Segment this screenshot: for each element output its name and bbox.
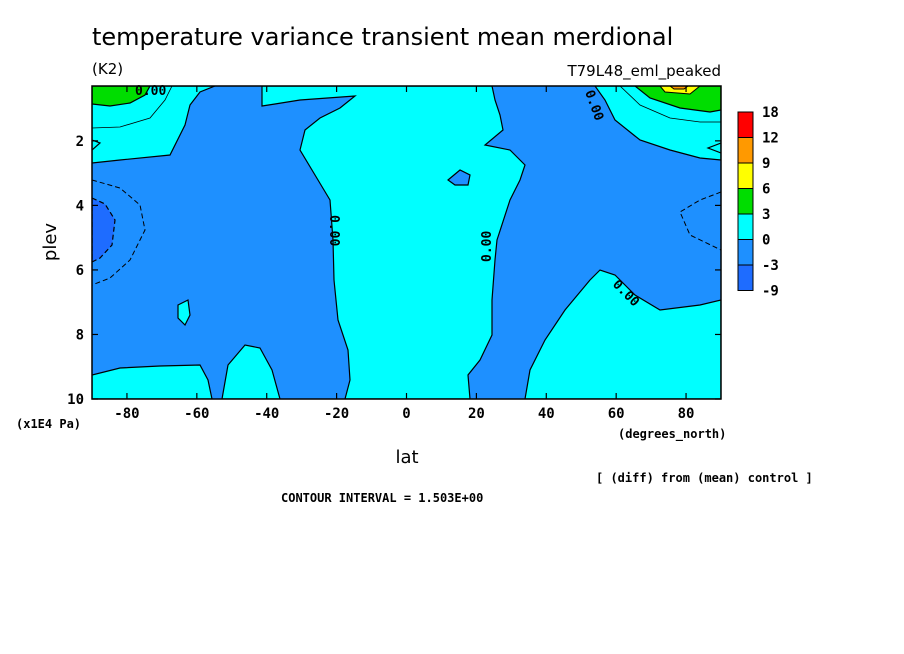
x-tick-label: 40	[538, 406, 555, 422]
contour-right-notch	[706, 142, 721, 154]
units-label: (K2)	[92, 60, 123, 78]
region-cyan-left-bottom	[92, 364, 213, 399]
contour-label: 0.00	[135, 84, 166, 99]
colorbar-label: 6	[762, 182, 770, 198]
region-cyan-central	[261, 86, 526, 399]
island-blue-small	[447, 169, 471, 186]
contour-thin-left	[92, 86, 173, 129]
chart-title: temperature variance transient mean merd…	[92, 23, 673, 51]
y-tick-label: 4	[76, 198, 84, 214]
colorbar-swatch	[737, 111, 754, 138]
colorbar-label: -9	[762, 284, 779, 300]
colorbar-label: 0	[762, 233, 770, 249]
diff-note: [ (diff) from (mean) control ]	[596, 471, 813, 485]
y-tick-label: 2	[76, 134, 84, 150]
x-tick-label: -40	[254, 406, 279, 422]
y-axis-units: (x1E4 Pa)	[16, 417, 81, 431]
colorbar-label: 9	[762, 156, 770, 172]
contour-label: 0.00	[326, 215, 341, 246]
plot-area	[91, 85, 722, 400]
colorbar-swatch	[737, 239, 754, 266]
y-tick-label: 10	[67, 392, 84, 408]
y-axis-label: plev	[40, 223, 61, 262]
region-strong-negative-left	[92, 197, 116, 263]
region-green-right	[634, 86, 721, 113]
region-green-left	[92, 86, 151, 107]
colorbar-label: 3	[762, 207, 770, 223]
colorbar: 18 12 9 6 3 0 -3 -9	[737, 105, 779, 300]
x-axis-units: (degrees_north)	[618, 427, 726, 442]
contour-dashed-right	[679, 191, 721, 251]
contour-interval: CONTOUR INTERVAL = 1.503E+00	[281, 491, 483, 505]
x-axis-label: lat	[395, 447, 418, 468]
contour-dashed-left	[92, 179, 146, 286]
region-cyan-right-lower	[524, 269, 721, 399]
x-tick-label: -80	[114, 406, 139, 422]
colorbar-swatch	[737, 264, 754, 291]
island-cyan-small	[177, 299, 191, 327]
colorbar-swatch	[737, 188, 754, 215]
region-cyan-left-top	[92, 86, 216, 164]
x-tick-label: -20	[324, 406, 349, 422]
colorbar-label: 12	[762, 131, 779, 147]
y-tick-label: 8	[76, 327, 84, 343]
region-cyan-midleft-bottom	[221, 344, 281, 399]
colorbar-swatch	[737, 137, 754, 164]
colorbar-swatch	[737, 213, 754, 240]
y-axis: 2 4 6 8 10	[67, 134, 721, 408]
x-tick-label: -60	[184, 406, 209, 422]
x-axis: -80 -60 -40 -20 0 20 40 60 80	[114, 86, 694, 422]
colorbar-label: 18	[762, 105, 779, 121]
contour-thin-right	[619, 86, 721, 123]
run-label: T79L48_eml_peaked	[566, 62, 721, 81]
contour-label: 0.00	[480, 231, 495, 262]
y-tick-label: 6	[76, 263, 84, 279]
colorbar-swatch	[737, 162, 754, 189]
x-tick-label: 80	[678, 406, 695, 422]
x-tick-label: 60	[608, 406, 625, 422]
colorbar-label: -3	[762, 258, 779, 274]
x-tick-label: 20	[468, 406, 485, 422]
x-tick-label: 0	[402, 406, 410, 422]
region-yellow-right	[659, 86, 701, 95]
